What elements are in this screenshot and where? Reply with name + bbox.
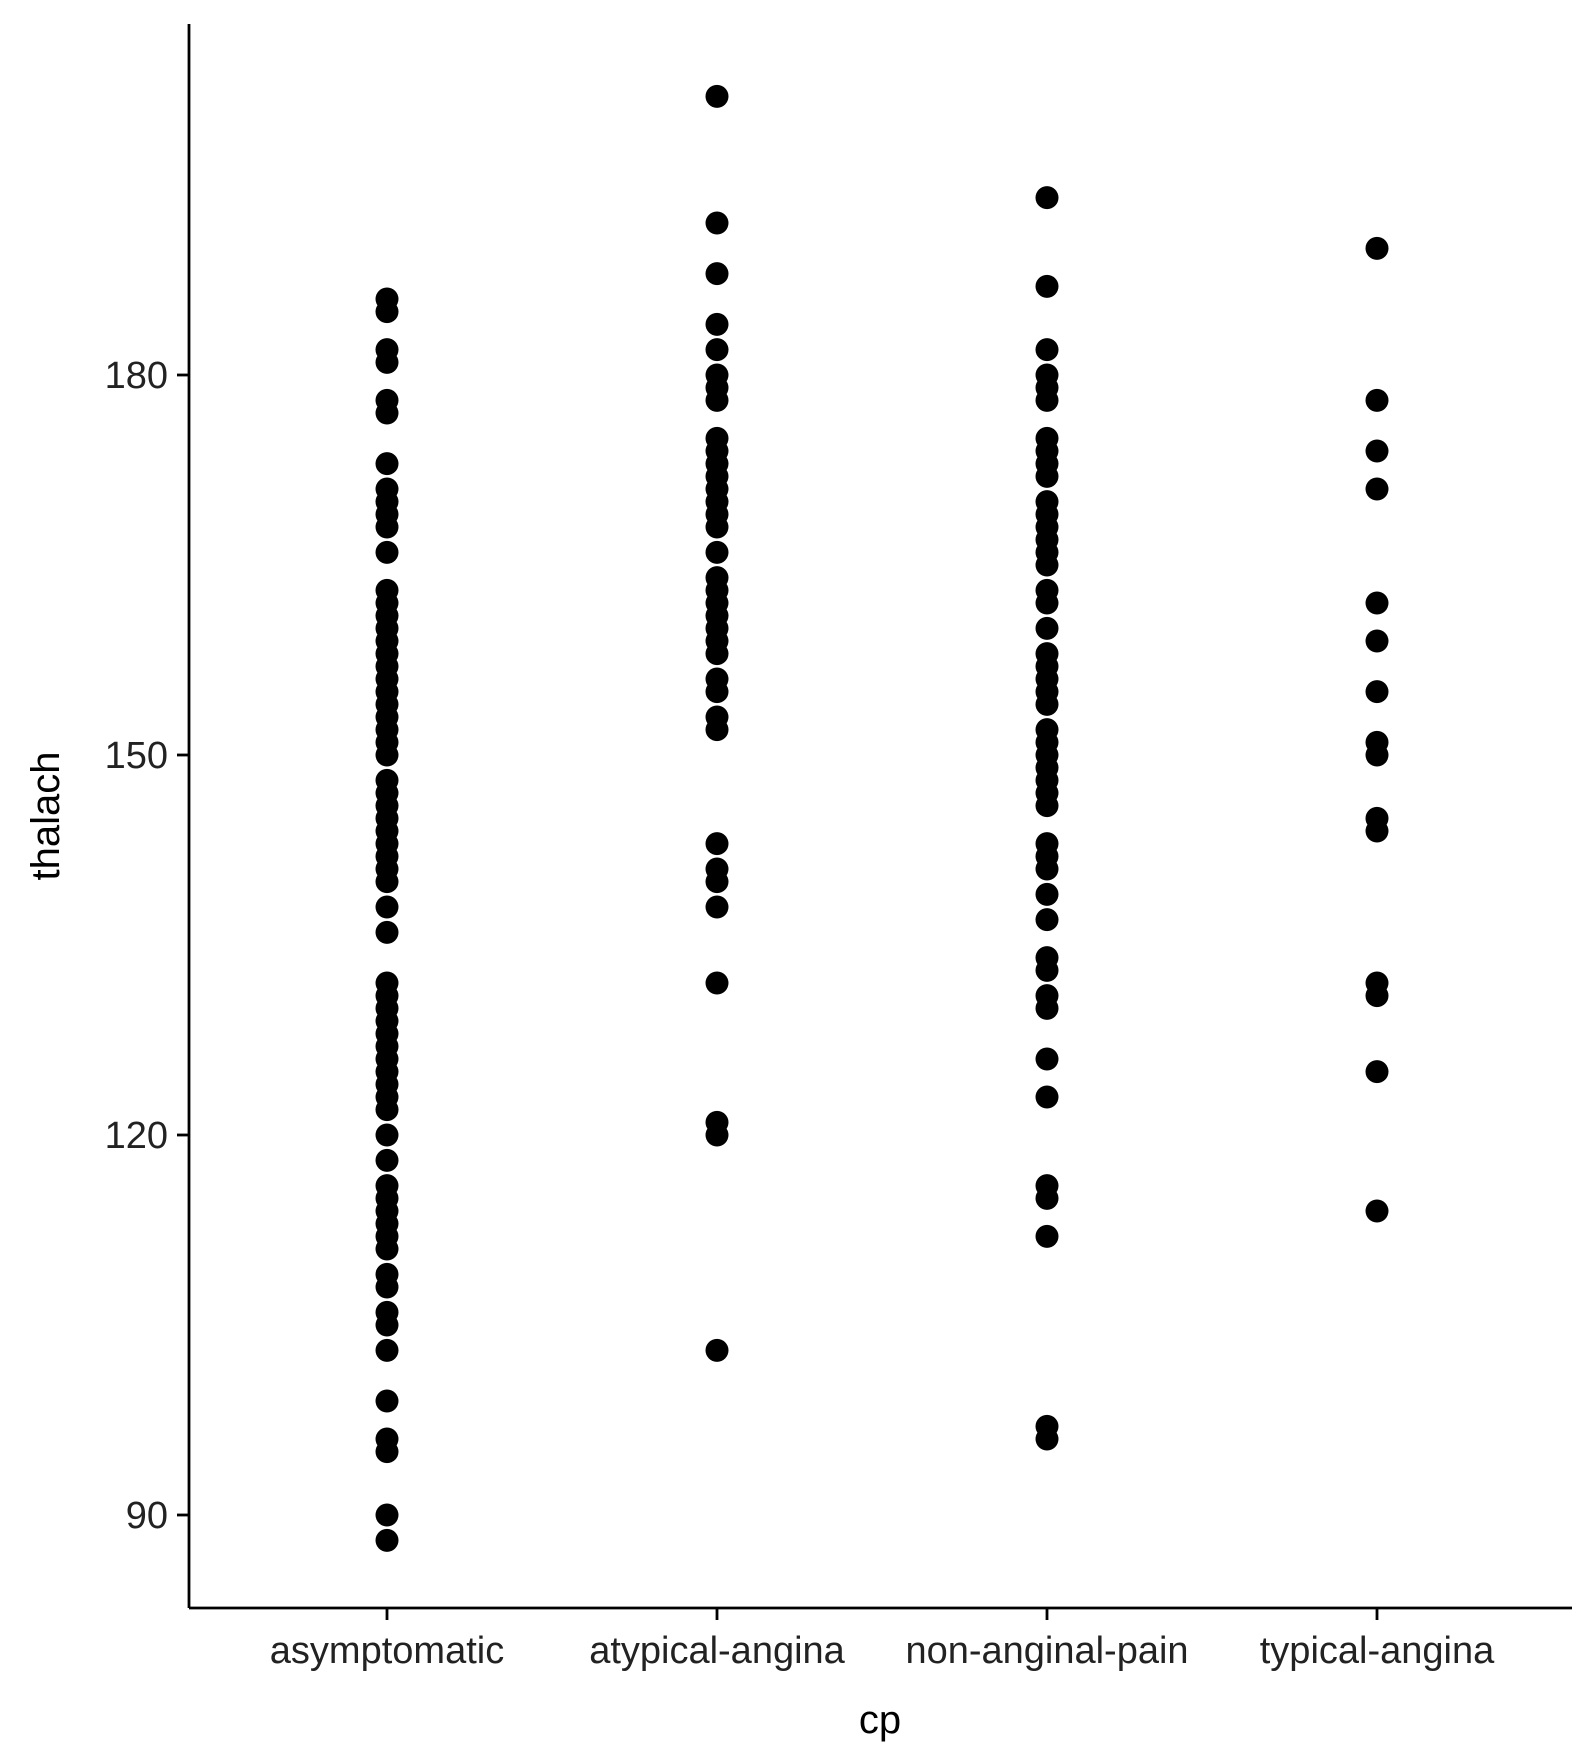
x-tick-label: atypical-angina	[589, 1630, 845, 1672]
data-point	[1035, 274, 1059, 298]
data-point	[705, 515, 729, 539]
data-point	[1035, 553, 1059, 577]
data-point	[375, 515, 399, 539]
y-tick-label: 180	[105, 355, 168, 397]
data-point	[1035, 857, 1059, 881]
data-point	[705, 895, 729, 919]
data-point	[705, 832, 729, 856]
data-point	[375, 920, 399, 944]
data-point	[375, 870, 399, 894]
x-ticks: asymptomatic atypical-angina non-anginal-p…	[270, 1608, 1495, 1672]
data-point	[1035, 338, 1059, 362]
data-point	[375, 401, 399, 425]
axes	[187, 24, 1572, 1610]
data-point	[1365, 680, 1389, 704]
data-point	[1365, 388, 1389, 412]
data-point	[705, 642, 729, 666]
data-point	[375, 300, 399, 324]
data-point	[1035, 882, 1059, 906]
data-point	[705, 1123, 729, 1147]
data-point	[375, 1148, 399, 1172]
data-point	[375, 1275, 399, 1299]
data-point	[375, 1389, 399, 1413]
data-point	[1035, 692, 1059, 716]
data-point	[1365, 819, 1389, 843]
data-point	[705, 718, 729, 742]
data-point	[375, 540, 399, 564]
data-point	[1365, 236, 1389, 260]
data-point	[1035, 958, 1059, 982]
data-point	[1035, 388, 1059, 412]
data-point	[375, 1528, 399, 1552]
data-point	[705, 211, 729, 235]
x-tick-label: typical-angina	[1260, 1630, 1495, 1672]
y-tick-label: 150	[105, 735, 168, 777]
data-point	[1365, 629, 1389, 653]
data-point	[1035, 1427, 1059, 1451]
data-point	[1035, 1186, 1059, 1210]
data-point	[375, 350, 399, 374]
data-points	[375, 84, 1389, 1552]
data-point	[1035, 616, 1059, 640]
y-tick-label: 120	[105, 1115, 168, 1157]
data-point	[705, 1338, 729, 1362]
data-point	[1365, 743, 1389, 767]
data-point	[1365, 984, 1389, 1008]
data-point	[705, 870, 729, 894]
data-point	[705, 312, 729, 336]
data-point	[705, 262, 729, 286]
data-point	[375, 1338, 399, 1362]
data-point	[375, 452, 399, 476]
data-point	[375, 743, 399, 767]
data-point	[1035, 464, 1059, 488]
data-point	[705, 540, 729, 564]
data-point	[1035, 186, 1059, 210]
data-point	[705, 84, 729, 108]
y-axis-title: thalach	[24, 752, 68, 881]
data-point	[1035, 794, 1059, 818]
data-point	[1035, 591, 1059, 615]
data-point	[705, 680, 729, 704]
data-point	[705, 388, 729, 412]
data-point	[1035, 908, 1059, 932]
data-point	[1365, 439, 1389, 463]
data-point	[1365, 477, 1389, 501]
data-point	[375, 895, 399, 919]
x-tick-label: non-anginal-pain	[905, 1630, 1188, 1672]
data-point	[1035, 1224, 1059, 1248]
data-point	[375, 1098, 399, 1122]
data-point	[375, 1503, 399, 1527]
data-point	[1365, 1060, 1389, 1084]
x-axis-title: cp	[859, 1698, 901, 1742]
data-point	[1035, 1047, 1059, 1071]
data-point	[375, 1237, 399, 1261]
y-ticks: 90 120 150 180	[105, 355, 189, 1537]
data-point	[1365, 591, 1389, 615]
y-tick-label: 90	[126, 1495, 168, 1537]
data-point	[375, 1123, 399, 1147]
data-point	[1035, 996, 1059, 1020]
data-point	[375, 1313, 399, 1337]
data-point	[375, 1440, 399, 1464]
data-point	[1035, 1085, 1059, 1109]
data-point	[1365, 1199, 1389, 1223]
data-point	[705, 971, 729, 995]
data-point	[705, 338, 729, 362]
x-tick-label: asymptomatic	[270, 1630, 504, 1672]
